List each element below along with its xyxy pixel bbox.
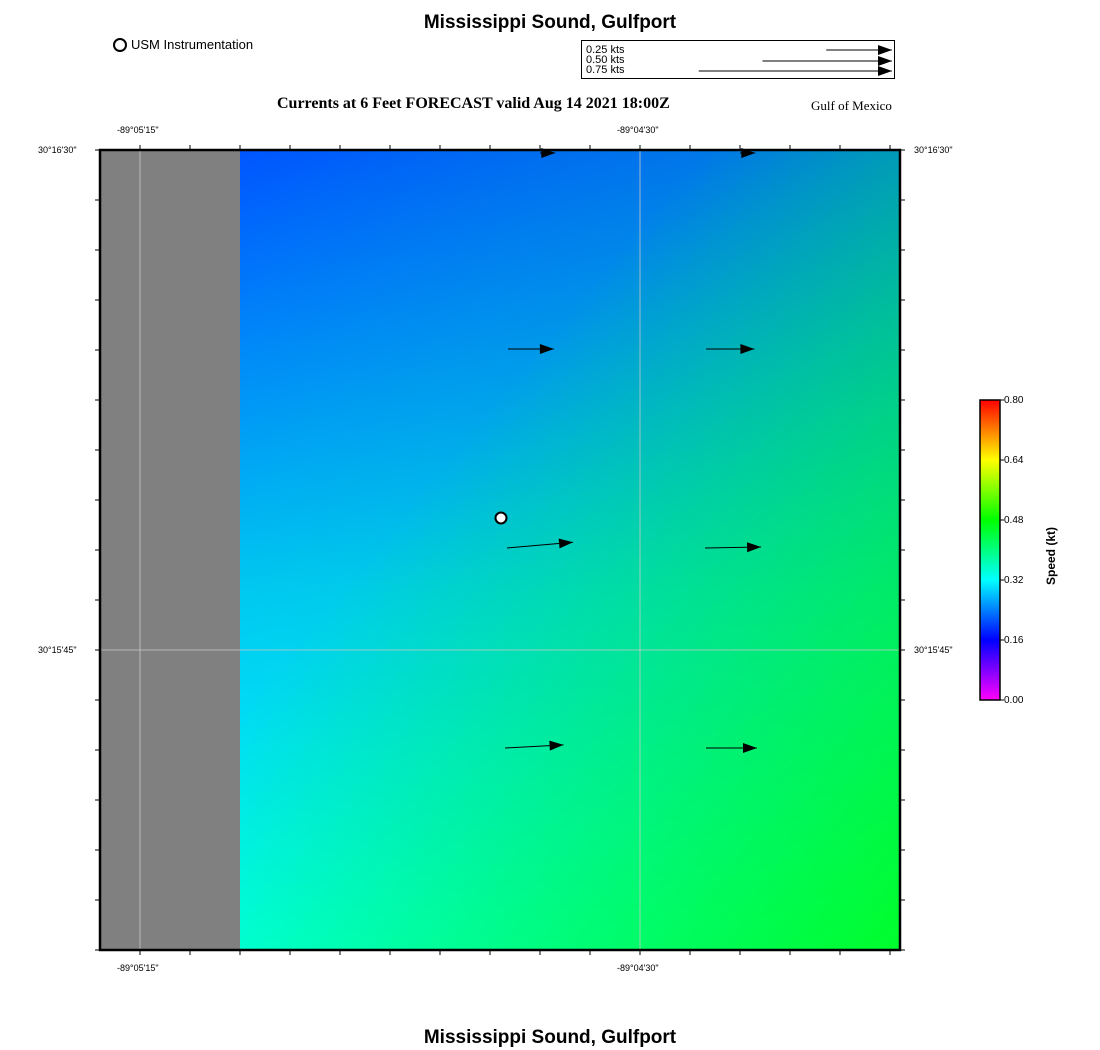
scale-label-075: 0.75 kts (586, 64, 625, 76)
left-lat-label-2: 30°15'45" (38, 645, 77, 655)
top-lon-label-1: -89°05'15" (117, 125, 159, 135)
scale-arrow (826, 45, 892, 55)
current-vector (740, 148, 756, 158)
current-vector (540, 148, 556, 158)
current-vector (706, 743, 757, 753)
region-label: Gulf of Mexico (811, 98, 892, 113)
colorbar-tick-4: 0.16 (1004, 635, 1024, 646)
flow-field-green (240, 150, 900, 950)
speed-colorbar (979, 399, 1004, 701)
current-vector (506, 538, 574, 549)
bottom-lon-label-1: -89°05'15" (117, 963, 159, 973)
colorbar-tick-5: 0.00 (1004, 695, 1024, 706)
current-vector (504, 740, 564, 751)
current-vector (508, 344, 554, 354)
colorbar-tick-1: 0.64 (1004, 455, 1024, 466)
colorbar-tick-2: 0.48 (1004, 515, 1024, 526)
scale-label-050: 0.50 kts (586, 54, 625, 66)
bottom-lon-label-2: -89°04'30" (617, 963, 659, 973)
current-vectors (504, 148, 762, 753)
scale-arrow (762, 56, 892, 66)
scale-arrows (698, 45, 892, 76)
colorbar-tick-0: 0.80 (1004, 395, 1024, 406)
map-title: Mississippi Sound, Gulfport (423, 12, 677, 33)
vector-scale-legend: 0.25 kts 0.50 kts 0.75 kts (581, 40, 895, 79)
frame-ticks (95, 145, 905, 955)
left-lat-label-1: 30°16'30" (38, 145, 77, 155)
colorbar-gradient (979, 399, 1001, 701)
right-lat-label-1: 30°16'30" (914, 145, 953, 155)
footer-title: Mississippi Sound, Gulfport (423, 1027, 677, 1048)
current-vector (704, 542, 762, 553)
top-lon-label-2: -89°04'30" (617, 125, 659, 135)
current-vector (706, 344, 755, 354)
station-legend-label: USM Instrumentation (131, 37, 254, 52)
scale-label-025: 0.25 kts (586, 44, 625, 56)
land-area (100, 150, 240, 950)
station-legend: USM Instrumentation (113, 37, 253, 52)
colorbar-title: Speed (kt) (1044, 526, 1058, 585)
forecast-subtitle: Currents at 6 Feet FORECAST valid Aug 14… (277, 95, 670, 112)
right-lat-label-2: 30°15'45" (914, 645, 953, 655)
scale-arrow (698, 66, 892, 76)
usm-station-marker[interactable] (494, 511, 508, 525)
colorbar-tick-3: 0.32 (1004, 575, 1024, 586)
station-circle-icon (113, 37, 127, 52)
